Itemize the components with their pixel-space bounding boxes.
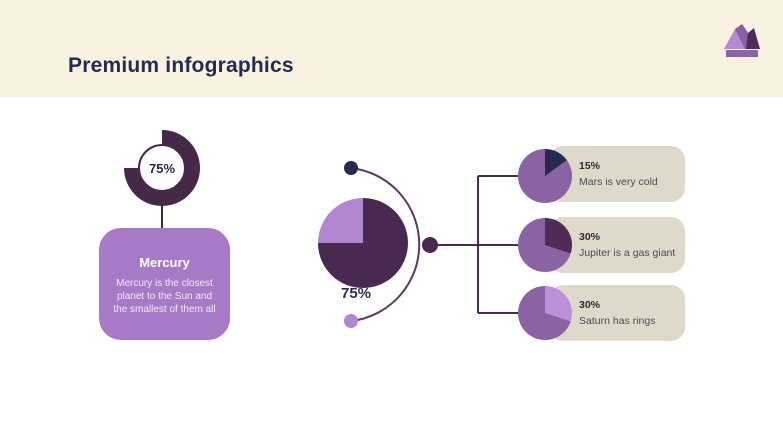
jupiter-pie-chart	[518, 218, 572, 272]
connector-graphic	[344, 161, 520, 328]
mars-pie-chart	[518, 149, 572, 203]
jupiter-description: Jupiter is a gas giant	[579, 247, 676, 259]
page-title: Premium infographics	[68, 54, 294, 77]
donut-hole: 75%	[138, 144, 186, 192]
jupiter-percent-label: 30%	[579, 231, 601, 243]
crown-left-facet	[724, 29, 745, 49]
saturn-percent-label: 30%	[579, 299, 601, 311]
mercury-card-description: Mercury is the closest planet to the Sun…	[113, 278, 216, 315]
mercury-donut-chart: 75%	[124, 130, 200, 206]
mars-percent-label: 15%	[579, 160, 601, 172]
donut-percent-label: 75%	[148, 160, 176, 176]
connector-branches	[430, 175, 520, 314]
connector-arc	[350, 167, 421, 322]
crown-icon	[724, 24, 760, 57]
mars-description: Mars is very cold	[579, 176, 658, 188]
connector-dot-bottom	[344, 314, 358, 328]
mercury-card: Mercury Mercury is the closest planet to…	[99, 228, 230, 340]
slide-body: 75% Mercury Mercury is the closest plane…	[0, 97, 783, 440]
connector-dot-top	[344, 161, 358, 175]
crown-band	[726, 50, 758, 57]
header-band: Premium infographics	[0, 0, 783, 97]
center-pie-percent-label: 75%	[340, 285, 372, 302]
connector-dot-middle	[422, 237, 438, 253]
saturn-pie-chart	[518, 286, 572, 340]
center-pie-chart	[318, 198, 408, 288]
mercury-card-title: Mercury	[139, 255, 190, 270]
donut-card-stem	[161, 205, 163, 229]
info-card-jupiter: 30% Jupiter is a gas giant	[549, 217, 685, 273]
saturn-description: Saturn has rings	[579, 315, 656, 327]
